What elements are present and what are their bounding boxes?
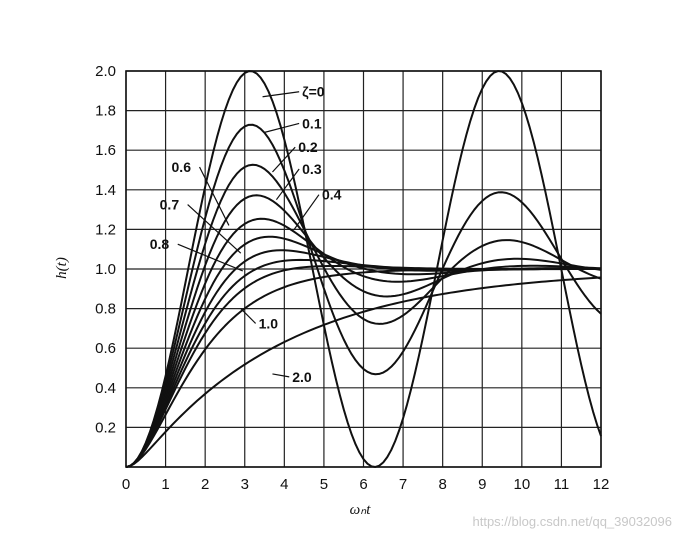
leader-0.7 — [187, 204, 242, 254]
y-tick-label: 1.6 — [95, 142, 116, 159]
y-tick-label: 1.2 — [95, 221, 116, 238]
x-tick-label: 9 — [478, 476, 486, 493]
x-tick-label: 4 — [280, 476, 288, 493]
curve-zeta-0.4 — [125, 217, 602, 468]
curve-zeta-0.1 — [125, 123, 602, 468]
series-label-0.7: 0.7 — [160, 197, 180, 213]
series-labels: ζ=0 0.1 0.2 0.30.4 0.6 0.7 0.8 1.0 2.0 — [150, 84, 342, 385]
leader-2.0 — [272, 373, 290, 378]
series-label-0.4: 0.4 — [322, 187, 342, 203]
x-tick-label: 7 — [399, 476, 407, 493]
y-axis-label: h(t) — [54, 257, 70, 279]
y-tick-label: 0.4 — [95, 380, 116, 397]
y-tick-label: 2.0 — [95, 63, 116, 80]
series-label-0.1: 0.1 — [302, 115, 322, 131]
series-label-0.8: 0.8 — [150, 236, 170, 252]
watermark-text: https://blog.csdn.net/qq_39032096 — [473, 514, 673, 529]
x-tick-label: 3 — [241, 476, 249, 493]
x-tick-label: 5 — [320, 476, 328, 493]
leader-0.3 — [275, 168, 300, 201]
curve-zeta-0.3 — [125, 194, 602, 468]
series-label-0.2: 0.2 — [298, 139, 318, 155]
leader-0.1 — [264, 122, 300, 133]
y-tick-label: 0.8 — [95, 301, 116, 318]
curve-zeta-1.0 — [125, 268, 601, 468]
series-label-1.0: 1.0 — [259, 315, 279, 331]
y-tick-label: 0.6 — [95, 340, 116, 357]
y-tick-label: 1.4 — [95, 182, 116, 199]
x-tick-label: 6 — [359, 476, 367, 493]
x-tick-label: 0 — [122, 476, 130, 493]
series-label-0.3: 0.3 — [302, 161, 322, 177]
series-label-0.6: 0.6 — [172, 159, 192, 175]
x-tick-label: 11 — [554, 476, 570, 493]
x-tick-labels: 0 1 2 3 4 5 6 7 8 9 10 11 12 — [122, 476, 610, 493]
leader-0.6 — [198, 166, 230, 226]
x-axis-label: ωₙt — [350, 502, 372, 518]
y-tick-label: 1.8 — [95, 103, 116, 120]
y-tick-labels: 0.2 0.4 0.6 0.8 1.0 1.2 1.4 1.6 1.8 2.0 — [95, 63, 116, 436]
x-tick-label: 10 — [513, 476, 530, 493]
x-tick-label: 12 — [593, 476, 610, 493]
series-label-2.0: 2.0 — [292, 369, 312, 385]
x-tick-label: 2 — [201, 476, 209, 493]
curve-zeta-ζ=0 — [125, 70, 602, 468]
leader-0.2 — [272, 146, 296, 173]
curve-zeta-2.0 — [125, 276, 602, 468]
x-tick-label: 1 — [161, 476, 169, 493]
response-curves — [125, 70, 602, 468]
leader-1.0 — [240, 308, 257, 324]
label-leader-lines — [177, 91, 320, 378]
x-tick-label: 8 — [438, 476, 446, 493]
leader-ζ=0 — [262, 91, 300, 98]
y-tick-label: 1.0 — [95, 261, 116, 278]
leader-0.4 — [293, 194, 320, 230]
leader-0.8 — [177, 243, 243, 272]
series-label-ζ=0: ζ=0 — [302, 84, 325, 100]
curve-zeta-0.2 — [125, 163, 602, 468]
y-tick-label: 0.2 — [95, 419, 116, 436]
